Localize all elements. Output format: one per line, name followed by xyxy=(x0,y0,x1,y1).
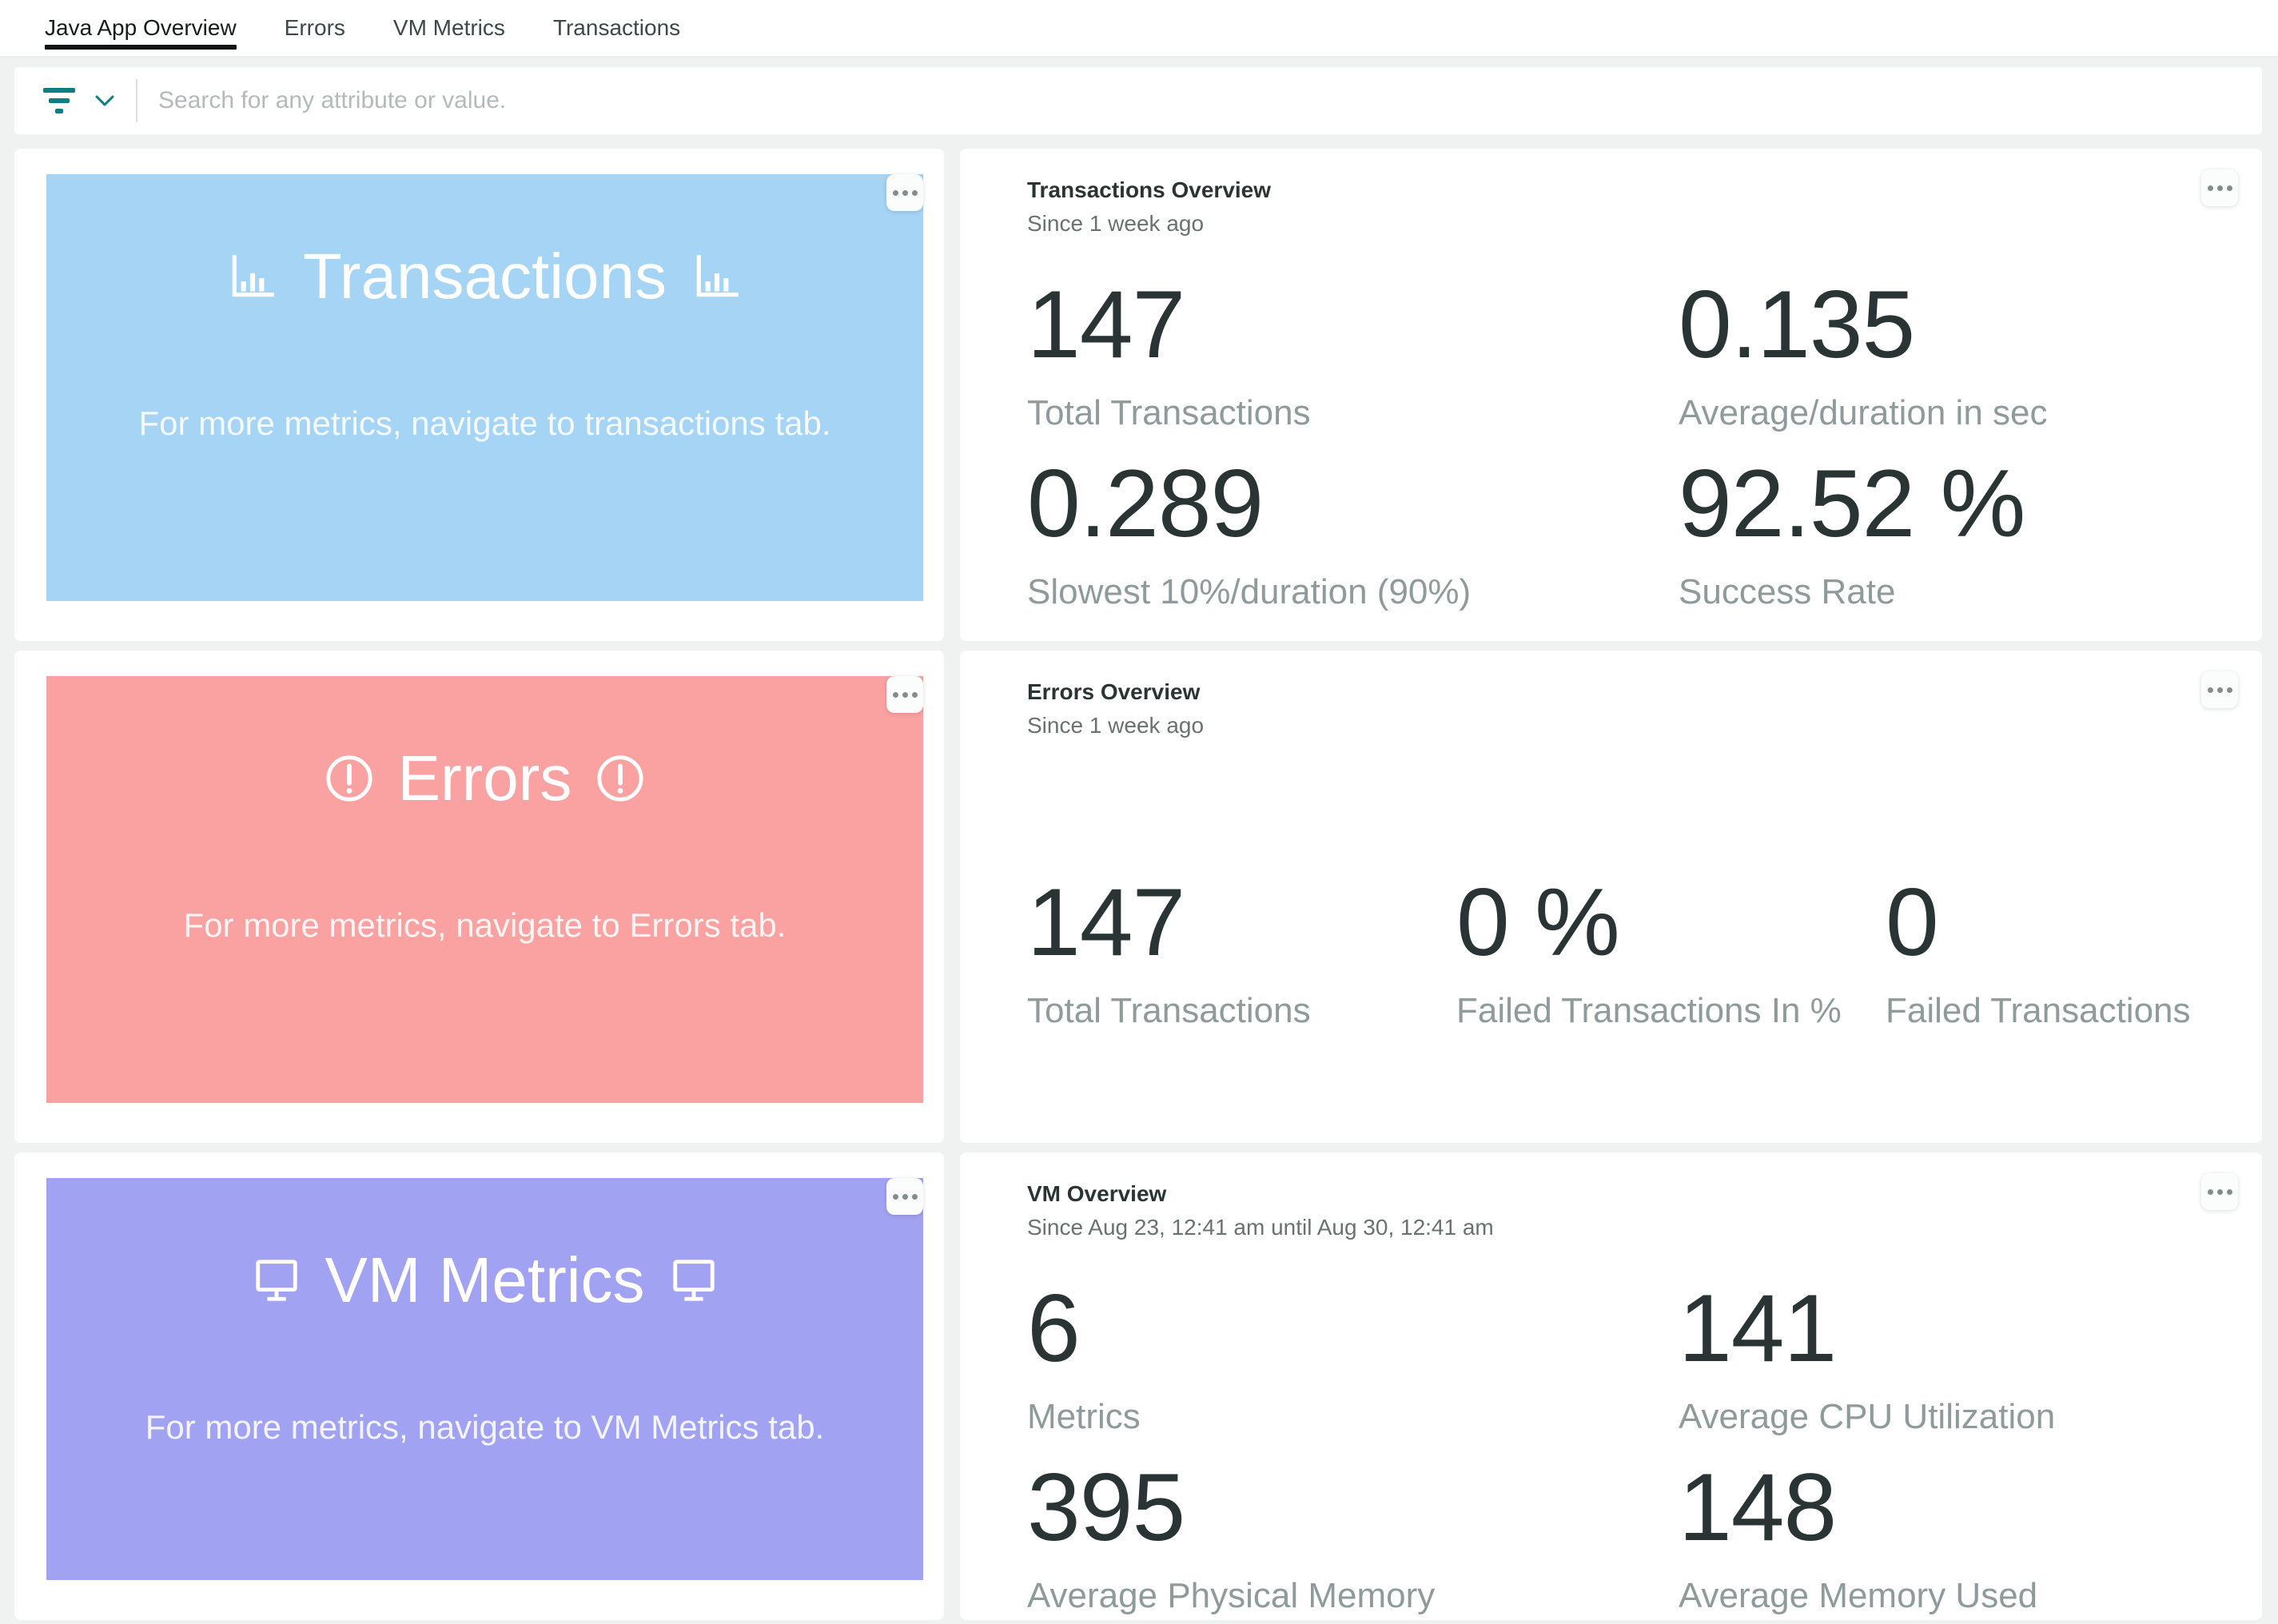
metric-value: 0.135 xyxy=(1679,271,1915,378)
metric-value: 147 xyxy=(1027,271,1185,378)
errors-overview-card: Errors Overview Since 1 week ago 147 Tot… xyxy=(960,651,2262,1143)
metric-value: 147 xyxy=(1027,869,1185,976)
metric-value: 148 xyxy=(1679,1454,1837,1561)
vm-promo-subtitle: For more metrics, navigate to VM Metrics… xyxy=(145,1408,825,1446)
metric: 0 % Failed Transactions In % xyxy=(1456,874,1886,1031)
errors-overview-menu-button[interactable] xyxy=(2201,671,2238,708)
metrics-grid: 147 Total Transactions 0 % Failed Transa… xyxy=(1027,874,2230,1031)
metric: 147 Total Transactions xyxy=(1027,277,1679,433)
errors-promo-menu-button[interactable] xyxy=(886,676,923,713)
metric-label: Success Rate xyxy=(1679,572,1896,611)
metric-label: Total Transactions xyxy=(1027,393,1311,432)
metric-label: Failed Transactions In % xyxy=(1456,991,1842,1030)
bar-chart-icon xyxy=(226,250,279,303)
dashboard-content: Transactions For more metrics, navigate … xyxy=(0,149,2278,1620)
metric-label: Failed Transactions xyxy=(1886,991,2191,1030)
transactions-promo-menu-button[interactable] xyxy=(886,174,923,211)
metric: 141 Average CPU Utilization xyxy=(1679,1280,2230,1437)
metric: 148 Average Memory Used xyxy=(1679,1459,2230,1616)
vm-promo-tile: VM Metrics For more metrics, navigate to… xyxy=(46,1178,923,1580)
transactions-promo-card: Transactions For more metrics, navigate … xyxy=(14,149,944,641)
metric-label: Average/duration in sec xyxy=(1679,393,2048,432)
vm-overview-menu-button[interactable] xyxy=(2201,1173,2238,1210)
metric-value: 0 xyxy=(1886,869,1939,976)
filter-icon[interactable] xyxy=(42,88,77,113)
metric: 147 Total Transactions xyxy=(1027,874,1456,1031)
tab-vm-metrics[interactable]: VM Metrics xyxy=(392,15,505,40)
metric-label: Average Physical Memory xyxy=(1027,1576,1436,1615)
row-transactions: Transactions For more metrics, navigate … xyxy=(14,149,2262,641)
metric-value: 0 % xyxy=(1456,869,1620,976)
errors-promo-tile: Errors For more metrics, navigate to Err… xyxy=(46,676,923,1103)
promo-title-text: Errors xyxy=(397,742,572,814)
vm-promo-menu-button[interactable] xyxy=(886,1178,923,1215)
tab-transactions[interactable]: Transactions xyxy=(552,15,681,40)
metric-label: Slowest 10%/duration (90%) xyxy=(1027,572,1472,611)
metric-label: Average CPU Utilization xyxy=(1679,1397,2056,1436)
row-vm-metrics: VM Metrics For more metrics, navigate to… xyxy=(14,1152,2262,1620)
vm-promo-title: VM Metrics xyxy=(252,1248,719,1312)
transactions-overview-card: Transactions Overview Since 1 week ago 1… xyxy=(960,149,2262,641)
metric: 92.52 % Success Rate xyxy=(1679,456,2230,612)
transactions-promo-tile: Transactions For more metrics, navigate … xyxy=(46,174,923,601)
errors-promo-card: Errors For more metrics, navigate to Err… xyxy=(14,651,944,1143)
metric-label: Metrics xyxy=(1027,1397,1141,1436)
metrics-grid: 147 Total Transactions 0.135 Average/dur… xyxy=(1027,277,2230,612)
search-input[interactable] xyxy=(158,67,2262,134)
panel-timeframe: Since 1 week ago xyxy=(1027,713,1205,738)
transactions-overview-menu-button[interactable] xyxy=(2201,169,2238,206)
errors-promo-title: Errors xyxy=(325,746,646,810)
panel-title: Transactions Overview xyxy=(1027,177,1272,202)
metric-label: Average Memory Used xyxy=(1679,1576,2038,1615)
metric: 0 Failed Transactions xyxy=(1886,874,2230,1031)
row-errors: Errors For more metrics, navigate to Err… xyxy=(14,651,2262,1143)
bar-chart-icon xyxy=(691,250,743,303)
metric-value: 92.52 % xyxy=(1679,450,2025,557)
metric-value: 0.289 xyxy=(1027,450,1264,557)
tab-errors[interactable]: Errors xyxy=(284,15,345,40)
transactions-promo-subtitle: For more metrics, navigate to transactio… xyxy=(138,404,831,442)
promo-title-text: Transactions xyxy=(303,241,667,312)
alert-circle-icon xyxy=(325,754,374,803)
panel-timeframe: Since 1 week ago xyxy=(1027,211,1205,236)
search-bar xyxy=(14,67,2262,134)
metric: 6 Metrics xyxy=(1027,1280,1679,1437)
metric: 0.289 Slowest 10%/duration (90%) xyxy=(1027,456,1679,612)
metrics-grid: 6 Metrics 141 Average CPU Utilization 39… xyxy=(1027,1280,2230,1616)
metric-value: 6 xyxy=(1027,1275,1081,1382)
metric-label: Total Transactions xyxy=(1027,991,1311,1030)
metric-value: 395 xyxy=(1027,1454,1185,1561)
metric: 395 Average Physical Memory xyxy=(1027,1459,1679,1616)
monitor-icon xyxy=(252,1256,301,1305)
vm-promo-card: VM Metrics For more metrics, navigate to… xyxy=(14,1152,944,1620)
panel-title: VM Overview xyxy=(1027,1181,1167,1206)
tab-java-app-overview[interactable]: Java App Overview xyxy=(45,0,237,56)
tab-bar: Java App Overview Errors VM Metrics Tran… xyxy=(0,0,2278,58)
transactions-promo-title: Transactions xyxy=(226,245,743,308)
promo-title-text: VM Metrics xyxy=(325,1244,645,1316)
search-divider xyxy=(136,79,137,122)
chevron-down-icon[interactable] xyxy=(94,94,115,107)
metric-value: 141 xyxy=(1679,1275,1837,1382)
metric: 0.135 Average/duration in sec xyxy=(1679,277,2230,433)
errors-promo-subtitle: For more metrics, navigate to Errors tab… xyxy=(183,906,787,944)
panel-timeframe: Since Aug 23, 12:41 am until Aug 30, 12:… xyxy=(1027,1215,1494,1240)
vm-overview-card: VM Overview Since Aug 23, 12:41 am until… xyxy=(960,1152,2262,1620)
monitor-icon xyxy=(669,1256,719,1305)
alert-circle-icon xyxy=(595,754,645,803)
panel-title: Errors Overview xyxy=(1027,679,1201,704)
